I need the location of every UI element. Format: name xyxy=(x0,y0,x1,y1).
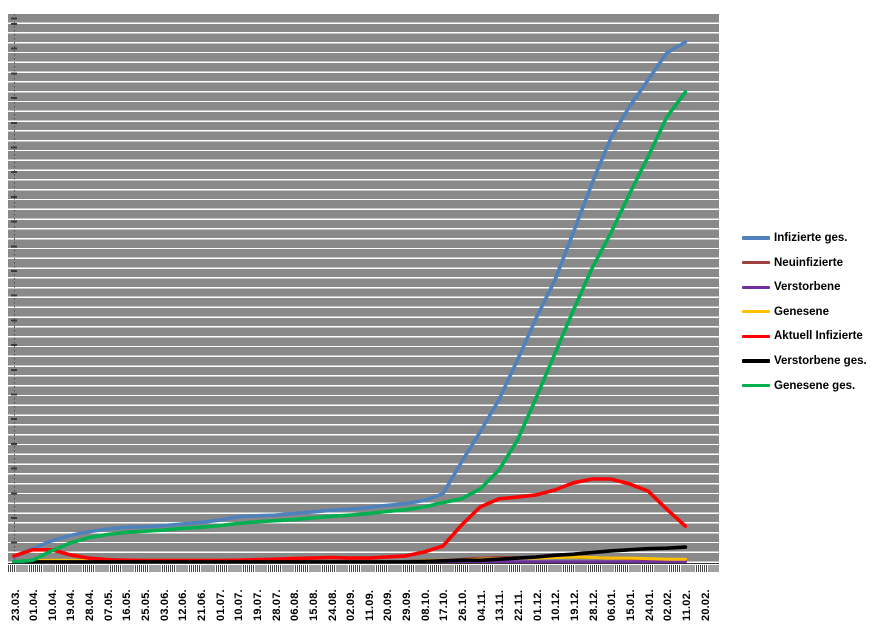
x-axis-label: 22.11. xyxy=(513,589,526,621)
x-axis-label: 01.07. xyxy=(214,589,227,621)
x-axis-label: 06.08. xyxy=(289,589,302,621)
x-axis-label: 10.12. xyxy=(550,589,563,621)
x-axis-label: 15.01. xyxy=(624,589,637,621)
x-axis-label: 29.09. xyxy=(401,589,414,621)
x-axis-label: 06.01. xyxy=(606,589,619,621)
x-axis-label: 04.11. xyxy=(475,589,488,621)
legend-swatch-neuinfizierte xyxy=(742,261,770,265)
legend-label: Infizierte ges. xyxy=(774,232,848,244)
x-axis-label: 15.08. xyxy=(307,589,320,621)
x-axis-label: 26.10. xyxy=(457,589,470,621)
legend-item-genesene-ges[interactable]: Genesene ges. xyxy=(742,378,867,394)
x-axis-label: 25.05. xyxy=(140,589,153,621)
legend-item-infizierte-ges[interactable]: Infizierte ges. xyxy=(742,230,867,246)
legend-swatch-genesene xyxy=(742,310,770,314)
x-axis-label: 20.09. xyxy=(382,589,395,621)
x-axis-label: 17.10. xyxy=(438,589,451,621)
legend-swatch-infizierte-ges xyxy=(742,236,770,240)
x-axis-label: 20.02. xyxy=(699,589,712,621)
legend-label: Aktuell Infizierte xyxy=(774,330,863,343)
series-line-infizierte-ges[interactable] xyxy=(12,40,688,559)
x-axis-label: 24.08. xyxy=(326,589,339,621)
x-axis-label: 10.04. xyxy=(46,589,59,621)
y-axis-tick-marks xyxy=(11,14,17,563)
x-axis-label: 28.07. xyxy=(270,589,283,621)
legend-item-neuinfizierte[interactable]: Neuinfizierte xyxy=(742,255,867,271)
x-axis-label: 28.12. xyxy=(587,589,600,621)
legend-swatch-aktuell-infizierte xyxy=(742,334,770,338)
legend-label: Verstorbene xyxy=(774,281,841,294)
legend-label: Genesene ges. xyxy=(774,379,856,392)
x-axis-label: 07.05. xyxy=(102,589,115,621)
legend-label: Neuinfizierte xyxy=(774,256,844,269)
series-line-verstorbene-ges[interactable] xyxy=(12,545,688,563)
x-axis-label: 03.06. xyxy=(158,589,171,621)
x-axis-label: 10.07. xyxy=(233,589,246,621)
legend-item-verstorbene-ges[interactable]: Verstorbene ges. xyxy=(742,353,867,369)
series-line-aktuell-infizierte[interactable] xyxy=(12,477,688,563)
legend-label: Genesene xyxy=(774,305,829,318)
x-axis-label: 02.02. xyxy=(662,589,675,621)
x-axis-minor-ticks xyxy=(8,564,719,572)
legend-item-aktuell-infizierte[interactable]: Aktuell Infizierte xyxy=(742,328,867,344)
x-axis-label: 12.06. xyxy=(177,589,190,621)
x-axis-label: 16.05. xyxy=(121,589,134,621)
legend-swatch-genesene-ges xyxy=(742,383,770,388)
legend-label: Verstorbene ges. xyxy=(774,354,867,367)
plot-area[interactable] xyxy=(8,14,719,563)
x-axis-label: 11.02. xyxy=(680,589,693,621)
x-axis-label: 02.09. xyxy=(345,589,358,621)
legend: Infizierte ges. Neuinfizierte Verstorbene G… xyxy=(742,230,867,394)
legend-swatch-verstorbene-ges xyxy=(742,359,770,363)
legend-swatch-verstorbene xyxy=(742,285,770,289)
legend-item-genesene[interactable]: Genesene xyxy=(742,304,867,320)
x-axis-label: 23.03. xyxy=(9,589,22,621)
x-axis-label: 01.04. xyxy=(28,589,41,621)
x-axis-label: 19.04. xyxy=(65,589,78,621)
series-svg xyxy=(12,40,688,563)
x-axis-label: 21.06. xyxy=(195,589,208,621)
legend-item-verstorbene[interactable]: Verstorbene xyxy=(742,279,867,295)
x-axis-label: 24.01. xyxy=(643,589,656,621)
x-axis-line xyxy=(8,563,719,565)
x-axis-label: 11.09. xyxy=(363,589,376,621)
series-line-genesene-ges[interactable] xyxy=(12,90,688,563)
x-axis-label: 28.04. xyxy=(84,589,97,621)
x-axis-label: 08.10. xyxy=(419,589,432,621)
x-axis-label: 19.07. xyxy=(251,589,264,621)
x-axis-label: 13.11. xyxy=(494,589,507,621)
x-axis-label: 01.12. xyxy=(531,589,544,621)
x-axis-label: 19.12. xyxy=(568,589,581,621)
